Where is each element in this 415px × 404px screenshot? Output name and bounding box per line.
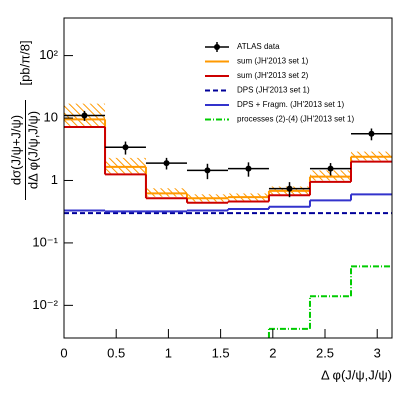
data-point [81,112,88,119]
plot-frame [63,17,393,339]
legend-label: sum (JH'2013 set 1) [237,57,309,66]
legend-label: DPS (JH'2013 set 1) [237,86,310,95]
x-tick-label: 3 [374,345,381,360]
y-tick-label: 10 [44,109,58,124]
data-point [327,165,334,172]
y-label-unit: [pb/π/8] [17,40,32,85]
x-tick-label: 2.5 [316,345,334,360]
data-point [163,160,170,167]
x-tick-label: 1.5 [212,345,230,360]
data-point [204,167,211,174]
legend-label: DPS + Fragm. (JH'2013 set 1) [237,100,344,109]
data-point [245,165,252,172]
y-label-numerator: dσ(J/ψ+J/ψ) [8,115,23,185]
data-point [368,130,375,137]
x-tick-label: 2 [269,345,276,360]
y-tick-label: 1 [51,172,58,187]
y-label-denominator: dΔ φ(J/ψ,J/ψ) [25,111,40,189]
legend-label: ATLAS data [237,42,280,51]
y-tick-label: 10² [39,47,58,62]
x-tick-label: 0.5 [107,345,125,360]
y-tick-label: 10⁻² [32,297,58,312]
legend-label: sum (JH'2013 set 2) [237,71,309,80]
data-point [122,144,129,151]
y-axis-label: dσ(J/ψ+J/ψ) dΔ φ(J/ψ,J/ψ) [pb/π/8] [8,40,40,200]
legend-label: processes (2)-(4) (JH'2013 set 1) [237,115,354,124]
x-axis-label: Δ φ(J/ψ,J/ψ) [321,367,392,382]
y-tick-label: 10⁻¹ [32,234,58,249]
legend-symbol [214,44,220,50]
uncertainty-band [105,157,146,174]
x-tick-label: 0 [60,345,67,360]
data-point [286,185,293,192]
x-tick-label: 1 [165,345,172,360]
